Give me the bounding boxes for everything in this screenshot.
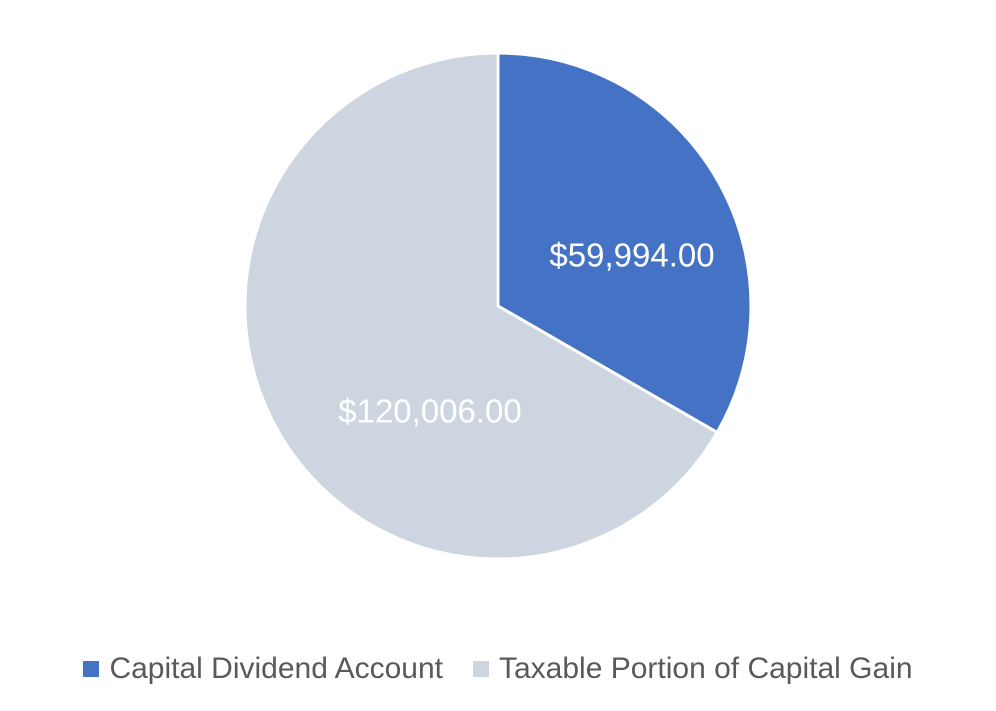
legend-swatch-taxable-portion-of-capital-gain xyxy=(472,661,489,677)
chart-legend: Capital Dividend Account Taxable Portion… xyxy=(0,652,996,686)
pie-slice-taxable-portion-of-capital-gain xyxy=(243,51,719,561)
legend-item-capital-dividend-account: Capital Dividend Account xyxy=(83,652,443,686)
pie-slices xyxy=(243,51,753,561)
legend-label-capital-dividend-account: Capital Dividend Account xyxy=(109,652,443,685)
data-label-capital-dividend-account: $59,994.00 xyxy=(549,237,714,274)
legend-swatch-capital-dividend-account xyxy=(83,661,100,677)
data-label-taxable-portion-of-capital-gain: $120,006.00 xyxy=(338,393,522,430)
legend-label-taxable-portion-of-capital-gain: Taxable Portion of Capital Gain xyxy=(498,652,913,685)
legend-item-taxable-portion-of-capital-gain: Taxable Portion of Capital Gain xyxy=(472,652,913,686)
pie-data-labels: $59,994.00 $120,006.00 xyxy=(338,237,714,430)
pie-slice-capital-dividend-account xyxy=(496,51,753,434)
